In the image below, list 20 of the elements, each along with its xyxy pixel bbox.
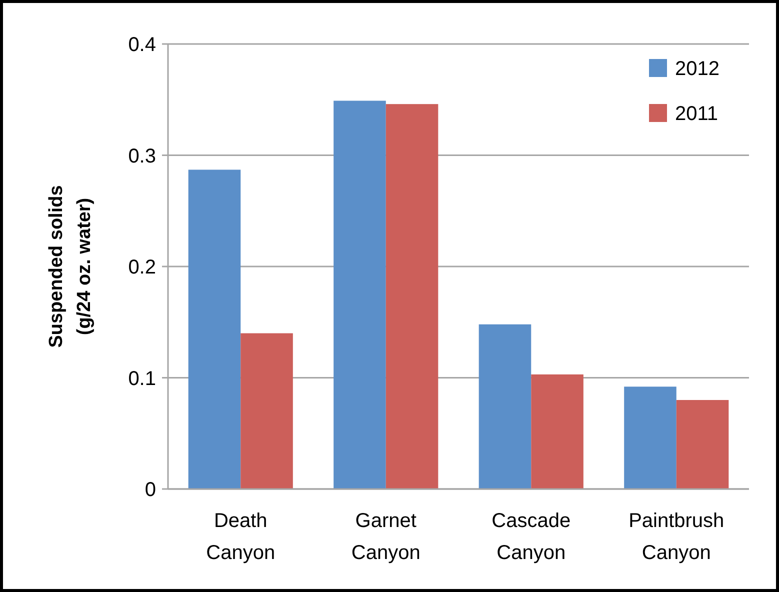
bar: [676, 400, 729, 489]
bar: [624, 386, 676, 489]
legend-label: 2012: [675, 58, 720, 80]
bar: [188, 170, 241, 489]
x-tick-label: Cascade Canyon: [492, 510, 571, 564]
y-tick-label: 0.3: [128, 145, 156, 168]
x-tick-label: Garnet Canyon: [351, 510, 420, 564]
y-tick-label: 0: [144, 479, 156, 501]
y-axis-title: Suspended solids (g/24 oz. water): [46, 185, 95, 348]
y-tick-label: 0.1: [128, 368, 156, 390]
x-tick-label: Death Canyon: [206, 510, 276, 564]
y-tick-label: 0.2: [128, 256, 156, 278]
bar: [531, 374, 584, 489]
legend-label: 2011: [675, 103, 718, 125]
bar: [334, 100, 386, 489]
bar: [478, 324, 532, 489]
y-tick-label: 0.4: [128, 34, 156, 56]
x-tick-label: Paintbrush Canyon: [628, 510, 724, 564]
bar: [386, 104, 438, 489]
bar: [240, 333, 293, 489]
